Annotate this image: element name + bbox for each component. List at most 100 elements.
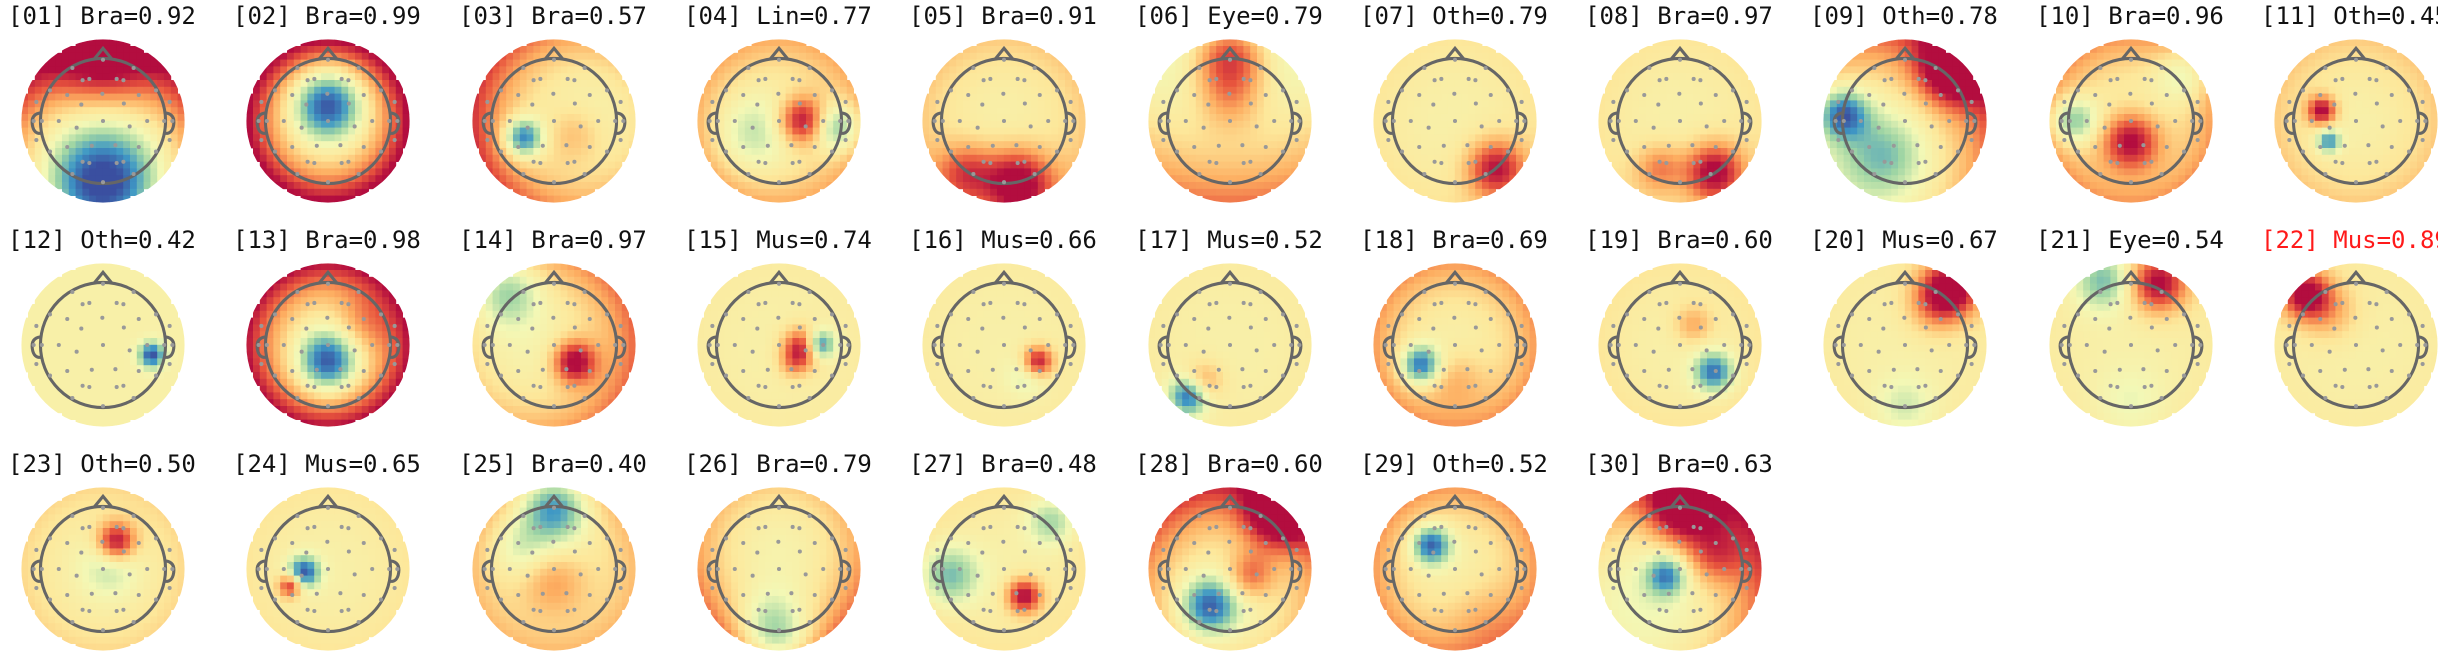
topomap: [1148, 487, 1312, 651]
sensor-dots: [1158, 281, 1302, 409]
topomap: [246, 263, 410, 427]
topomap: [922, 263, 1086, 427]
component-cell: [13] Bra=0.98: [233, 226, 433, 427]
topomap: [2274, 39, 2438, 203]
component-cell: [10] Bra=0.96: [2036, 2, 2236, 203]
topomap: [21, 263, 185, 427]
component-cell: [29] Oth=0.52: [1360, 450, 1560, 651]
sensor-dots: [256, 57, 400, 185]
component-cell: [21] Eye=0.54: [2036, 226, 2236, 427]
component-cell: [28] Bra=0.60: [1135, 450, 1335, 651]
topomap: [2049, 39, 2213, 203]
field-heatmap: [21, 263, 185, 427]
component-title: [01] Bra=0.92: [8, 2, 196, 30]
component-cell: [11] Oth=0.45: [2261, 2, 2438, 203]
sensor-dots: [482, 57, 626, 185]
component-cell: [04] Lin=0.77: [684, 2, 884, 203]
field-heatmap: [2049, 39, 2213, 203]
sensor-dots: [2284, 57, 2428, 185]
sensor-dots: [482, 281, 626, 409]
component-cell: [17] Mus=0.52: [1135, 226, 1335, 427]
topomap: [246, 39, 410, 203]
sensor-dots: [31, 57, 175, 185]
component-cell: [08] Bra=0.97: [1585, 2, 1785, 203]
component-title: [19] Bra=0.60: [1585, 226, 1773, 254]
component-cell: [05] Bra=0.91: [909, 2, 1109, 203]
topomap: [1148, 263, 1312, 427]
topomap: [21, 39, 185, 203]
topomap: [697, 263, 861, 427]
sensor-dots: [482, 505, 626, 633]
sensor-dots: [707, 505, 851, 633]
topomap: [2274, 263, 2438, 427]
sensor-dots: [31, 505, 175, 633]
topomap: [472, 487, 636, 651]
component-cell: [23] Oth=0.50: [8, 450, 208, 651]
component-cell: [09] Oth=0.78: [1810, 2, 2010, 203]
component-cell: [15] Mus=0.74: [684, 226, 884, 427]
component-title: [11] Oth=0.45: [2261, 2, 2438, 30]
topomap: [246, 487, 410, 651]
sensor-dots: [1383, 505, 1527, 633]
component-title: [30] Bra=0.63: [1585, 450, 1773, 478]
component-title: [24] Mus=0.65: [233, 450, 421, 478]
field-heatmap: [1598, 487, 1762, 651]
sensor-dots: [1158, 505, 1302, 633]
sensor-dots: [932, 57, 1076, 185]
component-title: [05] Bra=0.91: [909, 2, 1097, 30]
topomap: [472, 39, 636, 203]
component-title: [12] Oth=0.42: [8, 226, 196, 254]
component-title: [29] Oth=0.52: [1360, 450, 1548, 478]
topomap: [1148, 39, 1312, 203]
component-title: [26] Bra=0.79: [684, 450, 872, 478]
sensor-dots: [2059, 57, 2203, 185]
topomap: [472, 263, 636, 427]
sensor-dots: [1383, 57, 1527, 185]
component-cell: [14] Bra=0.97: [459, 226, 659, 427]
topomap: [1598, 263, 1762, 427]
component-cell: [27] Bra=0.48: [909, 450, 1109, 651]
component-title: [03] Bra=0.57: [459, 2, 647, 30]
sensor-dots: [256, 281, 400, 409]
sensor-dots: [1833, 57, 1977, 185]
component-cell: [02] Bra=0.99: [233, 2, 433, 203]
sensor-dots: [1383, 281, 1527, 409]
component-title: [25] Bra=0.40: [459, 450, 647, 478]
field-heatmap: [246, 263, 410, 427]
topomap: [1598, 487, 1762, 651]
sensor-dots: [1833, 281, 1977, 409]
component-title: [15] Mus=0.74: [684, 226, 872, 254]
component-cell: [07] Oth=0.79: [1360, 2, 1560, 203]
component-cell: [26] Bra=0.79: [684, 450, 884, 651]
topomap: [1598, 39, 1762, 203]
topomap: [922, 39, 1086, 203]
component-title: [21] Eye=0.54: [2036, 226, 2224, 254]
component-cell: [06] Eye=0.79: [1135, 2, 1335, 203]
sensor-dots: [2284, 281, 2428, 409]
component-title: [20] Mus=0.67: [1810, 226, 1998, 254]
component-cell: [30] Bra=0.63: [1585, 450, 1785, 651]
topomap: [1373, 487, 1537, 651]
component-title: [02] Bra=0.99: [233, 2, 421, 30]
component-title: [08] Bra=0.97: [1585, 2, 1773, 30]
topomap: [922, 487, 1086, 651]
component-title: [06] Eye=0.79: [1135, 2, 1323, 30]
sensor-dots: [707, 57, 851, 185]
sensor-dots: [1158, 57, 1302, 185]
component-cell: [25] Bra=0.40: [459, 450, 659, 651]
component-title: [04] Lin=0.77: [684, 2, 872, 30]
topomap: [2049, 263, 2213, 427]
topomap: [1373, 263, 1537, 427]
component-cell: [24] Mus=0.65: [233, 450, 433, 651]
field-heatmap: [1373, 487, 1537, 651]
component-cell: [19] Bra=0.60: [1585, 226, 1785, 427]
field-heatmap: [2274, 263, 2438, 427]
field-heatmap: [2274, 39, 2438, 203]
component-title: [10] Bra=0.96: [2036, 2, 2224, 30]
sensor-dots: [707, 281, 851, 409]
component-cell: [18] Bra=0.69: [1360, 226, 1560, 427]
component-cell: [03] Bra=0.57: [459, 2, 659, 203]
sensor-dots: [31, 281, 175, 409]
component-title: [27] Bra=0.48: [909, 450, 1097, 478]
